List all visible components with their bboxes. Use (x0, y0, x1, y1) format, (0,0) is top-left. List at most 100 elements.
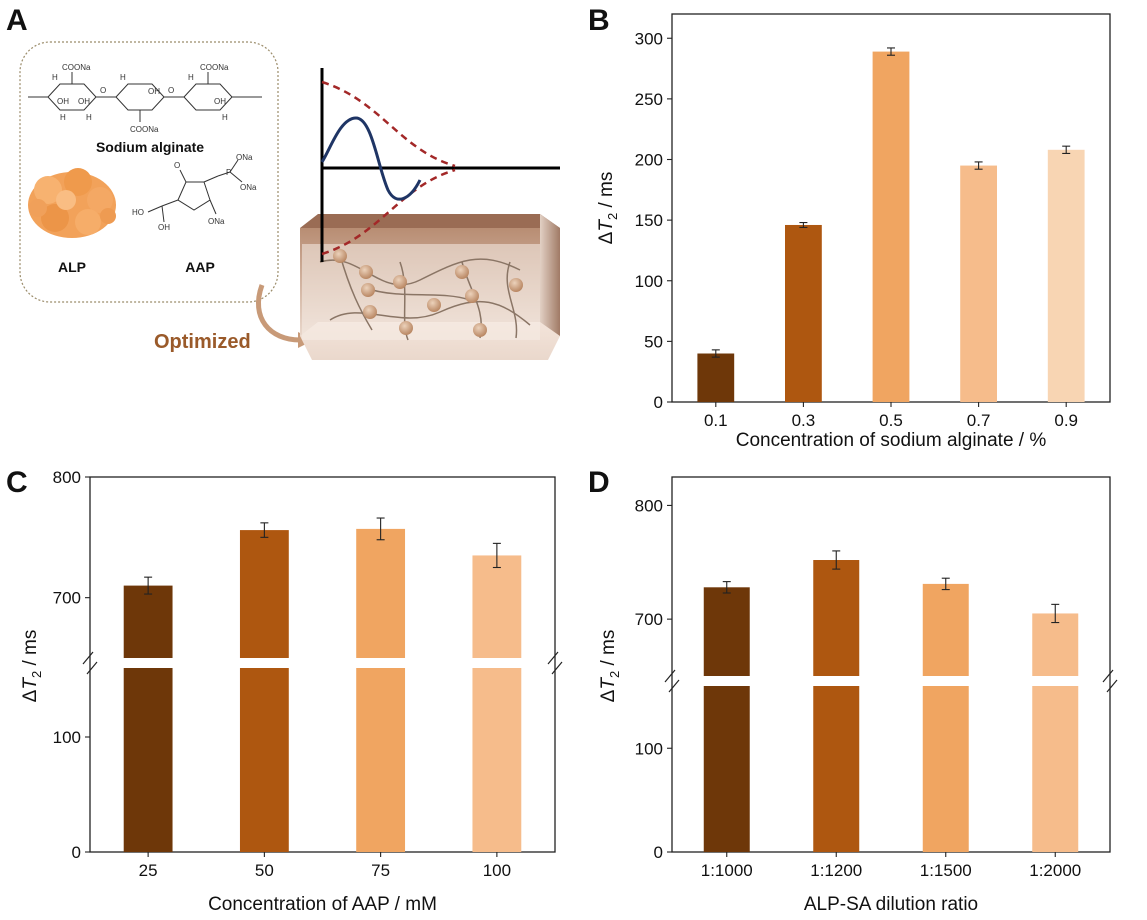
bead (455, 265, 469, 279)
y-axis-title-subscript: 2 (29, 671, 44, 678)
y-tick-label: 150 (635, 211, 663, 230)
x-tick-label: 0.1 (704, 411, 728, 430)
chart-d-dilution: 1:1000 1:1200 1:1500 1:2000 0 100 700 800 ΔT2 / … (598, 476, 1118, 915)
axis-break-gap (91, 658, 554, 668)
chem-aap-ho: HO (132, 208, 144, 217)
chem-o-link-1: O (100, 86, 106, 95)
chem-aap-oh: OH (158, 223, 170, 232)
x-axis-title: ALP-SA dilution ratio (804, 894, 978, 915)
bead (363, 305, 377, 319)
bead (473, 323, 487, 337)
x-tick-label: 1:1200 (810, 861, 862, 880)
y-tick-label: 0 (654, 393, 663, 412)
bar-100 (472, 555, 522, 852)
chem-aap-ona-1: ONa (236, 153, 253, 162)
x-tick-label: 1:1500 (920, 861, 972, 880)
y-tick-label: 250 (635, 90, 663, 109)
x-tick-label: 50 (255, 861, 274, 880)
plot-frame (671, 476, 1111, 853)
panel-label-c: C (6, 466, 28, 499)
bead (333, 249, 347, 263)
chem-coona-3: COONa (200, 63, 229, 72)
y-tick-label: 100 (53, 728, 81, 747)
x-axis-title: Concentration of AAP / mM (208, 894, 437, 915)
sodium-alginate-label: Sodium alginate (96, 139, 204, 155)
bar-50 (239, 530, 289, 852)
chem-aap-p: P (226, 168, 231, 177)
panel-label-a: A (6, 4, 28, 37)
bead (509, 278, 523, 292)
bar-0-7 (960, 165, 997, 402)
chem-oh-2: OH (78, 97, 90, 106)
panel-a-schematic: A COONa COONa COONa OH OH OH OH O O H H … (6, 4, 560, 360)
bar-0-3 (785, 224, 822, 402)
chem-coona-1: COONa (62, 63, 91, 72)
axis-break-slash (547, 651, 559, 665)
chem-o-link-2: O (168, 86, 174, 95)
y-axis-title: ΔT2 / ms (20, 630, 44, 703)
x-axis-title: Concentration of sodium alginate / % (736, 430, 1047, 451)
y-axis-title-unit: / ms (596, 172, 617, 213)
chem-h-5: H (86, 113, 92, 122)
y-axis-title-delta: Δ (596, 231, 617, 244)
bar-1-1500 (922, 583, 969, 852)
relaxation-signal (320, 68, 560, 262)
x-tick-label: 1:2000 (1029, 861, 1081, 880)
y-axis-title-symbol: T (596, 219, 617, 232)
axis-break-gap (673, 676, 1109, 686)
chem-aap-ona-3: ONa (208, 217, 225, 226)
bar-25 (123, 585, 173, 852)
bead (393, 275, 407, 289)
x-tick-label: 0.7 (967, 411, 991, 430)
chem-coona-2: COONa (130, 125, 159, 134)
bar-1-2000 (1032, 613, 1079, 852)
reagent-frame (19, 41, 279, 303)
axis-break-slash (1102, 669, 1114, 683)
y-tick-label: 100 (635, 272, 663, 291)
y-tick-label: 300 (635, 29, 663, 48)
x-tick-label: 25 (139, 861, 158, 880)
y-tick-label: 800 (53, 468, 81, 487)
bar-0-9 (1047, 149, 1085, 402)
oscillating-signal (320, 116, 422, 201)
y-axis-title-unit: / ms (598, 630, 619, 671)
plot-frame (89, 476, 556, 853)
bead (427, 298, 441, 312)
bead (465, 289, 479, 303)
chem-h-4: H (60, 113, 66, 122)
axis-break-slash (668, 679, 680, 693)
alp-enzyme-illustration (28, 168, 116, 238)
axis-break-slash (664, 669, 676, 683)
axis-break-slash (551, 661, 563, 675)
chem-aap-ona-2: ONa (240, 183, 257, 192)
chem-h-3: H (188, 73, 194, 82)
sodium-alginate-structure (28, 72, 262, 122)
y-tick-label: 700 (53, 589, 81, 608)
y-tick-label: 800 (635, 496, 663, 515)
y-tick-label: 0 (72, 843, 81, 862)
bead (399, 321, 413, 335)
bar-0-1 (697, 353, 735, 402)
x-tick-label: 0.5 (879, 411, 903, 430)
chem-h-2: H (120, 73, 126, 82)
y-tick-label: 50 (644, 332, 663, 351)
axis-break-slash (86, 661, 98, 675)
chem-oh-3: OH (148, 87, 160, 96)
y-axis-title-symbol: T (598, 677, 619, 690)
panel-label-b: B (588, 4, 610, 37)
y-axis-title-subscript: 2 (605, 213, 620, 220)
chart-c-aap: 25 50 75 100 0 100 700 800 ΔT2 / ms Concentration… (20, 468, 563, 915)
chem-h-1: H (52, 73, 58, 82)
y-tick-label: 0 (654, 843, 663, 862)
y-axis-title-unit: / ms (20, 630, 41, 671)
aap-structure (147, 159, 243, 223)
bead (359, 265, 373, 279)
panel-label-d: D (588, 466, 610, 499)
bar-1-1200 (813, 560, 860, 852)
chart-b-sodium-alginate: 0.1 0.3 0.5 0.7 0.9 0 50 100 150 200 250 300 ΔT2 / m… (596, 13, 1111, 451)
axis-break-slash (82, 651, 94, 665)
axis-break-slash (1106, 679, 1118, 693)
chem-oh-4: OH (214, 97, 226, 106)
bar-1-1000 (703, 587, 750, 852)
optimized-arrow (255, 284, 301, 343)
